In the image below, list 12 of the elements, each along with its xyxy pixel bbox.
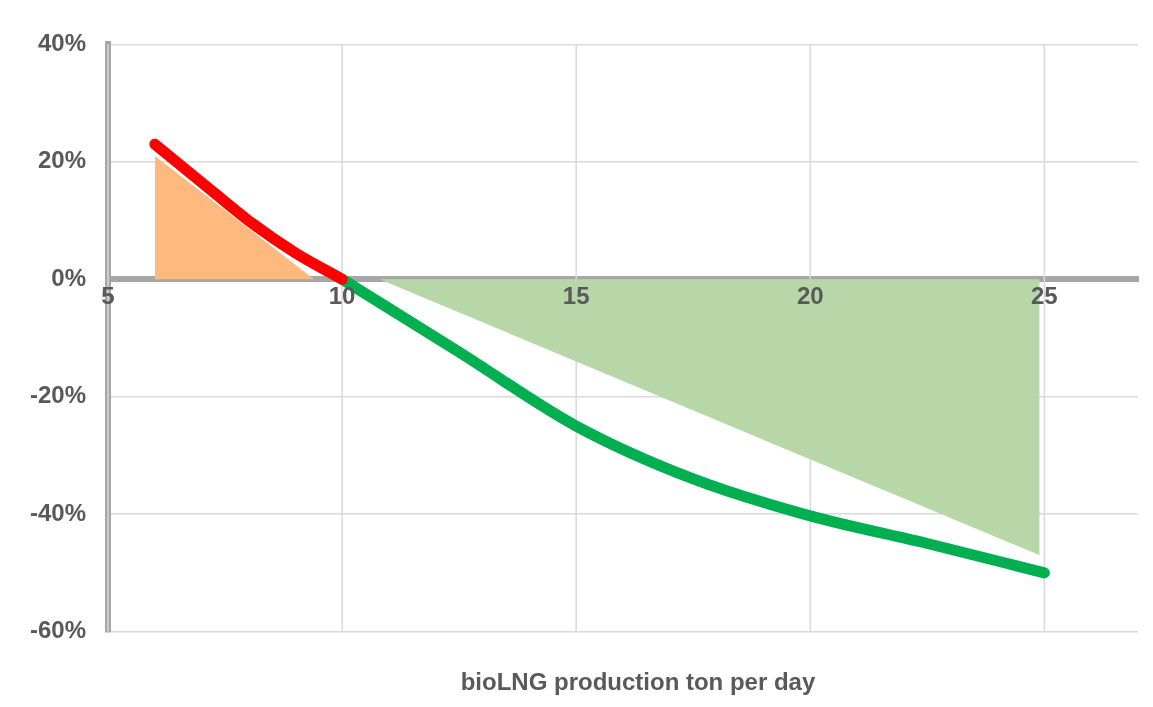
x-tick-label: 20: [796, 281, 824, 309]
y-tick-label: 40%: [37, 29, 87, 57]
y-tick-label: 0%: [51, 263, 87, 291]
y-tick-label: -20%: [30, 381, 87, 409]
y-tick-label: -60%: [30, 616, 87, 644]
x-axis-title: bioLNG production ton per day: [459, 668, 817, 696]
x-tick-label: 10: [328, 281, 356, 309]
x-tick-label: 15: [562, 281, 590, 309]
x-tick-label: 25: [1031, 281, 1058, 309]
x-tick-label: 5: [101, 281, 115, 309]
y-tick-label: -40%: [30, 498, 87, 526]
y-tick-label: 20%: [37, 146, 87, 174]
